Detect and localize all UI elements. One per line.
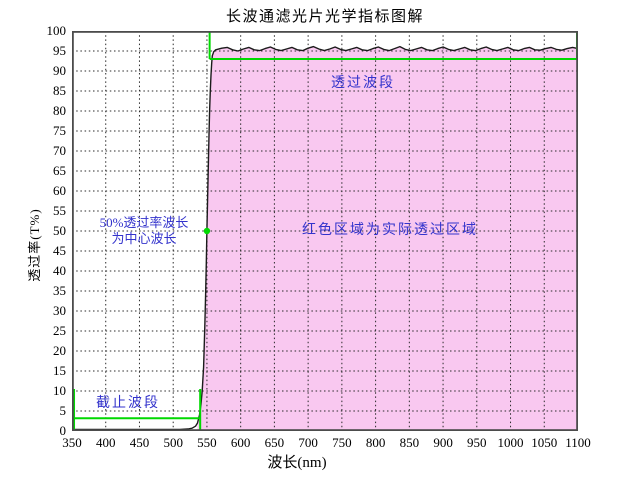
x-tick-label: 450 <box>129 435 150 450</box>
y-tick-label: 85 <box>53 83 66 98</box>
y-tick-label: 60 <box>53 183 66 198</box>
y-tick-label: 65 <box>53 163 66 178</box>
annotation-red-area: 红色区域为实际透过区域 <box>302 223 478 238</box>
x-tick-label: 800 <box>365 435 386 450</box>
x-tick-label: 650 <box>264 435 285 450</box>
y-tick-label: 0 <box>59 423 67 438</box>
x-tick-label: 900 <box>433 435 453 450</box>
y-tick-label: 15 <box>53 363 66 378</box>
x-axis-label: 波长(nm) <box>267 455 327 471</box>
y-tick-label: 80 <box>53 103 66 118</box>
x-tick-label: 850 <box>399 435 420 450</box>
x-tick-label: 700 <box>298 435 318 450</box>
annotation-cutoff-band: 截止波段 <box>96 396 160 411</box>
y-tick-label: 30 <box>53 303 66 318</box>
x-tick-label: 750 <box>332 435 352 450</box>
y-tick-label: 25 <box>53 323 66 338</box>
chart-title: 长波通滤光片光学指标图解 <box>225 9 424 25</box>
x-tick-label: 550 <box>197 435 217 450</box>
annotation-center-wavelength-line2: 为中心波长 <box>111 231 177 246</box>
x-tick-label: 500 <box>163 435 183 450</box>
plot-svg <box>72 31 578 431</box>
annotation-pass-band: 透过波段 <box>331 76 395 91</box>
y-tick-label: 55 <box>53 203 66 218</box>
y-tick-label: 50 <box>53 223 66 238</box>
plot-frame <box>72 31 578 431</box>
annotation-center-wavelength-line1: 50%透过率波长 <box>99 215 189 230</box>
x-tick-label: 1050 <box>531 435 558 450</box>
y-tick-label: 5 <box>59 403 67 418</box>
annotation-center-wavelength: 50%透过率波长 为中心波长 <box>84 215 204 247</box>
x-tick-label: 600 <box>230 435 251 450</box>
y-tick-label: 35 <box>53 283 66 298</box>
pass-region-fill <box>197 46 578 431</box>
x-tick-label: 1000 <box>497 435 524 450</box>
x-tick-label: 350 <box>62 435 82 450</box>
y-tick-label: 10 <box>53 383 66 398</box>
transmission-curve <box>72 45 578 431</box>
half-transmittance-marker <box>203 227 211 235</box>
y-tick-label: 40 <box>53 263 66 278</box>
plot-area <box>72 31 578 431</box>
y-tick-label: 45 <box>53 243 66 258</box>
y-tick-label: 90 <box>53 63 66 78</box>
x-tick-label: 950 <box>467 435 487 450</box>
y-tick-label: 70 <box>53 143 66 158</box>
y-tick-label: 100 <box>46 23 67 38</box>
x-tick-label: 1100 <box>565 435 591 450</box>
x-tick-label: 400 <box>95 435 116 450</box>
y-tick-label: 75 <box>53 123 66 138</box>
y-tick-label: 20 <box>53 343 66 358</box>
y-tick-label: 95 <box>53 43 66 58</box>
